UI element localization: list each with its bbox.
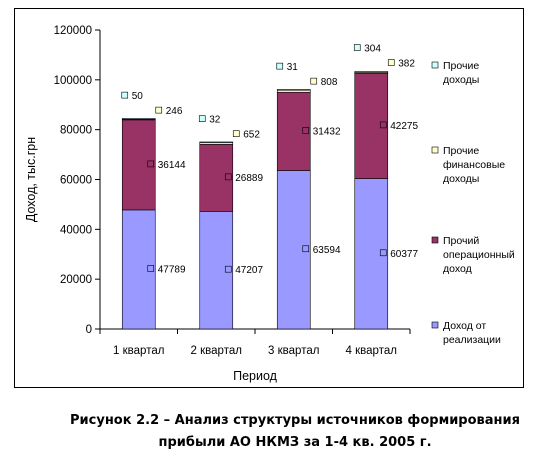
y-tick-label: 40000 bbox=[60, 224, 92, 236]
data-label: 32 bbox=[209, 115, 221, 126]
legend-label: Прочие bbox=[443, 60, 479, 72]
y-tick-label: 20000 bbox=[60, 274, 92, 286]
data-label-marker bbox=[198, 115, 206, 122]
bar-segment bbox=[276, 89, 311, 91]
data-label: 26889 bbox=[235, 173, 263, 184]
bar-segment bbox=[276, 89, 311, 93]
legend-label: Прочий bbox=[443, 235, 479, 247]
x-tick-label: 4 квартал bbox=[346, 345, 397, 357]
bar-segment bbox=[199, 141, 234, 144]
data-label: 42275 bbox=[390, 121, 418, 132]
y-tick-label: 60000 bbox=[60, 175, 92, 187]
legend-marker bbox=[431, 61, 439, 69]
x-tick-label: 2 квартал bbox=[191, 345, 242, 357]
figure-caption: Рисунок 2.2 – Анализ структуры источнико… bbox=[60, 410, 530, 454]
y-tick-label: 120000 bbox=[54, 25, 92, 37]
legend-marker bbox=[431, 236, 439, 244]
data-label: 36144 bbox=[158, 160, 186, 171]
legend-label: операционный bbox=[443, 249, 515, 261]
data-label-marker bbox=[224, 265, 232, 273]
data-label-marker bbox=[147, 160, 155, 168]
bar-segment bbox=[354, 71, 389, 73]
chart-frame: 0 20000 40000 60000 80000 100000 120000 1 кварт… bbox=[14, 8, 524, 388]
data-label-marker bbox=[302, 245, 310, 253]
y-tick-label: 100000 bbox=[54, 75, 92, 87]
data-label: 60377 bbox=[390, 249, 418, 260]
caption-line-1: Рисунок 2.2 – Анализ структуры источнико… bbox=[70, 413, 520, 428]
data-label-marker bbox=[353, 44, 361, 51]
data-label: 652 bbox=[243, 130, 260, 141]
data-label: 31432 bbox=[313, 126, 341, 137]
y-tick-label: 0 bbox=[86, 324, 92, 336]
chart-plot: 0 20000 40000 60000 80000 100000 120000 1 кварт… bbox=[24, 25, 515, 383]
legend-label: Прочие bbox=[443, 145, 479, 157]
data-label: 63594 bbox=[313, 245, 341, 256]
caption-line-2: прибыли АО НКМЗ за 1-4 кв. 2005 г. bbox=[158, 435, 432, 450]
data-label-marker bbox=[224, 173, 232, 181]
x-axis-title: Период bbox=[233, 369, 278, 383]
data-label-marker bbox=[379, 249, 387, 257]
legend-label: доходы bbox=[443, 74, 479, 86]
data-label: 50 bbox=[132, 91, 144, 102]
data-label: 31 bbox=[287, 62, 299, 73]
data-label: 382 bbox=[398, 59, 415, 70]
data-label-marker bbox=[276, 62, 284, 70]
x-tick-label: 3 квартал bbox=[268, 345, 319, 357]
legend-label: финансовые bbox=[443, 159, 505, 171]
x-tick-label: 1 квартал bbox=[113, 345, 164, 357]
data-label-marker bbox=[147, 265, 155, 272]
data-label-marker bbox=[232, 130, 240, 137]
data-label-marker bbox=[387, 59, 395, 66]
legend-label: доход bbox=[443, 263, 472, 275]
legend-label: Доход от bbox=[443, 320, 486, 332]
data-label-marker bbox=[379, 121, 387, 129]
data-label: 304 bbox=[364, 44, 381, 55]
legend-label: доходы bbox=[443, 173, 479, 185]
data-label-marker bbox=[121, 91, 129, 99]
data-label: 808 bbox=[321, 77, 338, 88]
legend-marker bbox=[431, 146, 439, 154]
legend-marker bbox=[431, 321, 439, 329]
data-label-marker bbox=[155, 106, 163, 114]
data-label-marker bbox=[310, 77, 318, 85]
y-tick-label: 80000 bbox=[60, 125, 92, 137]
data-label-marker bbox=[302, 127, 310, 134]
legend-label: реализации bbox=[443, 334, 501, 346]
y-axis-title: Доход, тыс.грн bbox=[24, 137, 38, 222]
bar-segment bbox=[121, 118, 156, 120]
data-label: 47207 bbox=[235, 265, 263, 276]
data-label: 246 bbox=[166, 106, 183, 117]
data-label: 47789 bbox=[158, 264, 186, 275]
